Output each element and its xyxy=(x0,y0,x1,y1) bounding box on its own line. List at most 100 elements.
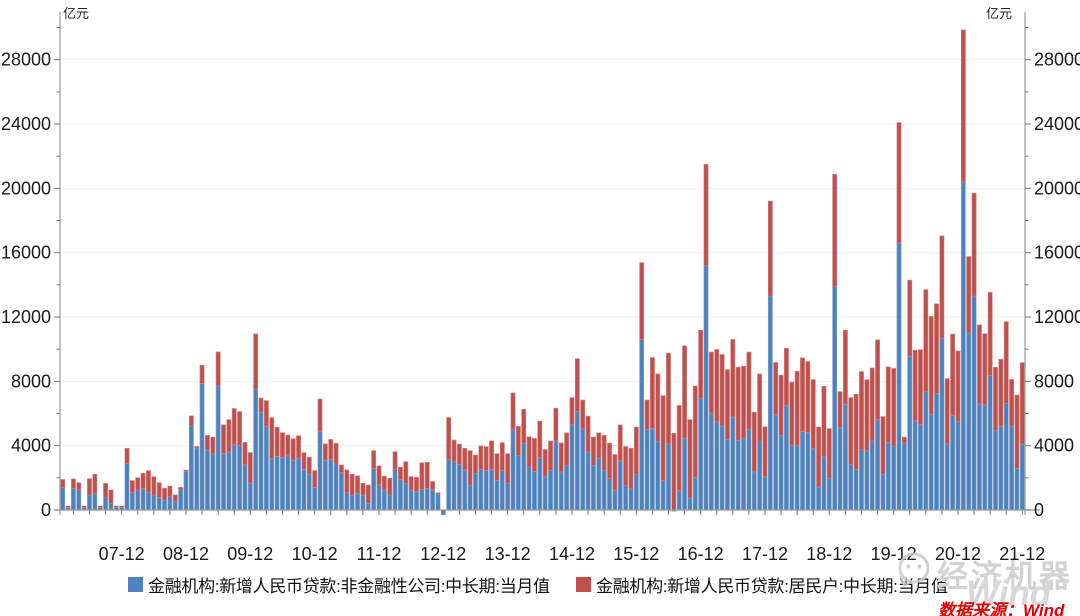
bar-corporate-mlt xyxy=(489,469,494,511)
bar-corporate-mlt xyxy=(982,404,988,511)
bar-corporate-mlt xyxy=(462,469,468,511)
bar-corporate-mlt xyxy=(966,332,972,511)
bar-household-mlt xyxy=(414,477,419,492)
bar-corporate-mlt xyxy=(617,460,623,511)
bar-corporate-mlt xyxy=(451,461,457,511)
bar-corporate-mlt xyxy=(162,499,167,511)
bar-household-mlt xyxy=(612,454,618,491)
bar-corporate-mlt xyxy=(682,437,687,511)
bar-household-mlt xyxy=(687,419,693,499)
bar-household-mlt xyxy=(360,483,366,496)
bar-corporate-mlt xyxy=(875,418,880,511)
bar-corporate-mlt xyxy=(521,442,527,511)
bar-household-mlt xyxy=(290,438,296,461)
bar-corporate-mlt xyxy=(934,393,939,511)
bar-household-mlt xyxy=(510,392,516,430)
bar-household-mlt xyxy=(462,447,468,471)
bar-household-mlt xyxy=(135,477,141,491)
bar-corporate-mlt xyxy=(1014,468,1020,511)
bar-corporate-mlt xyxy=(789,444,795,511)
bar-household-mlt xyxy=(349,473,355,496)
bar-household-mlt xyxy=(205,435,210,451)
bar-corporate-mlt xyxy=(548,470,553,511)
legend-item-corporate-mlt: 金融机构:新增人民币贷款:非金融性公司:中长期:当月值 xyxy=(128,572,550,597)
y-axis-label-left: 12000 xyxy=(1,307,51,327)
bar-corporate-mlt xyxy=(891,445,897,511)
bar-corporate-mlt xyxy=(71,487,76,511)
x-axis-label: 18-12 xyxy=(806,544,852,564)
bar-household-mlt xyxy=(215,351,221,387)
bar-household-mlt xyxy=(714,349,720,423)
bar-household-mlt xyxy=(392,451,398,470)
bar-corporate-mlt xyxy=(864,450,870,511)
bar-corporate-mlt xyxy=(885,441,891,511)
bar-household-mlt xyxy=(832,174,838,287)
bar-household-mlt xyxy=(339,464,344,473)
y-axis-label-left: 16000 xyxy=(1,243,51,263)
y-axis-unit-left: 亿元 xyxy=(63,6,90,21)
bar-household-mlt xyxy=(591,436,596,466)
bar-corporate-mlt xyxy=(237,445,242,511)
bar-corporate-mlt xyxy=(510,428,516,511)
bar-household-mlt xyxy=(741,365,746,439)
bar-household-mlt xyxy=(1014,394,1020,469)
bar-household-mlt xyxy=(1009,379,1014,427)
bar-corporate-mlt xyxy=(392,469,398,511)
bar-corporate-mlt xyxy=(676,490,682,511)
bar-household-mlt xyxy=(269,417,275,459)
bar-household-mlt xyxy=(574,358,580,412)
bar-household-mlt xyxy=(623,446,628,486)
bar-corporate-mlt xyxy=(666,443,671,511)
bar-household-mlt xyxy=(119,505,125,508)
bar-household-mlt xyxy=(317,398,323,432)
bar-household-mlt xyxy=(376,465,382,486)
bar-household-mlt xyxy=(515,426,521,456)
bar-corporate-mlt xyxy=(971,295,977,511)
bar-household-mlt xyxy=(725,369,730,440)
bar-corporate-mlt xyxy=(494,480,500,511)
y-axis-label-left: 4000 xyxy=(11,436,51,456)
legend-swatch-blue xyxy=(128,577,143,592)
bar-household-mlt xyxy=(853,393,859,470)
bar-household-mlt xyxy=(129,480,135,493)
bar-corporate-mlt xyxy=(773,414,779,511)
bar-corporate-mlt xyxy=(998,425,1004,511)
bar-household-mlt xyxy=(435,492,441,495)
bar-corporate-mlt xyxy=(398,478,403,511)
bar-household-mlt xyxy=(966,256,972,334)
bar-corporate-mlt xyxy=(977,403,982,511)
bar-household-mlt xyxy=(478,445,484,470)
bar-household-mlt xyxy=(499,442,505,471)
bar-household-mlt xyxy=(676,405,682,491)
bar-household-mlt xyxy=(296,435,301,459)
bar-corporate-mlt xyxy=(505,482,511,511)
bar-household-mlt xyxy=(146,470,151,493)
bar-household-mlt xyxy=(76,482,82,491)
legend-swatch-red xyxy=(576,577,591,592)
y-axis-label-right: 16000 xyxy=(1034,243,1080,263)
bar-corporate-mlt xyxy=(478,469,484,511)
axes xyxy=(55,12,1040,515)
bar-household-mlt xyxy=(333,442,339,465)
bar-household-mlt xyxy=(816,426,821,488)
bar-corporate-mlt xyxy=(639,339,645,511)
legend-label-corporate-mlt: 金融机构:新增人民币贷款:非金融性公司:中长期:当月值 xyxy=(148,577,550,596)
x-axis-label: 13-12 xyxy=(485,544,531,564)
bar-household-mlt xyxy=(907,279,913,357)
bar-corporate-mlt xyxy=(473,473,478,511)
bar-corporate-mlt xyxy=(242,464,248,511)
bar-corporate-mlt xyxy=(633,473,639,511)
bar-corporate-mlt xyxy=(698,397,704,511)
bar-corporate-mlt xyxy=(746,428,752,511)
bar-corporate-mlt xyxy=(650,428,655,511)
bar-corporate-mlt xyxy=(826,477,832,511)
bar-household-mlt xyxy=(805,361,811,433)
bar-household-mlt xyxy=(993,367,998,431)
bar-corporate-mlt xyxy=(296,457,301,511)
bar-corporate-mlt xyxy=(880,473,886,511)
bar-household-mlt xyxy=(971,192,977,297)
bar-household-mlt xyxy=(650,357,655,429)
bar-corporate-mlt xyxy=(317,430,323,511)
bar-household-mlt xyxy=(875,339,880,420)
